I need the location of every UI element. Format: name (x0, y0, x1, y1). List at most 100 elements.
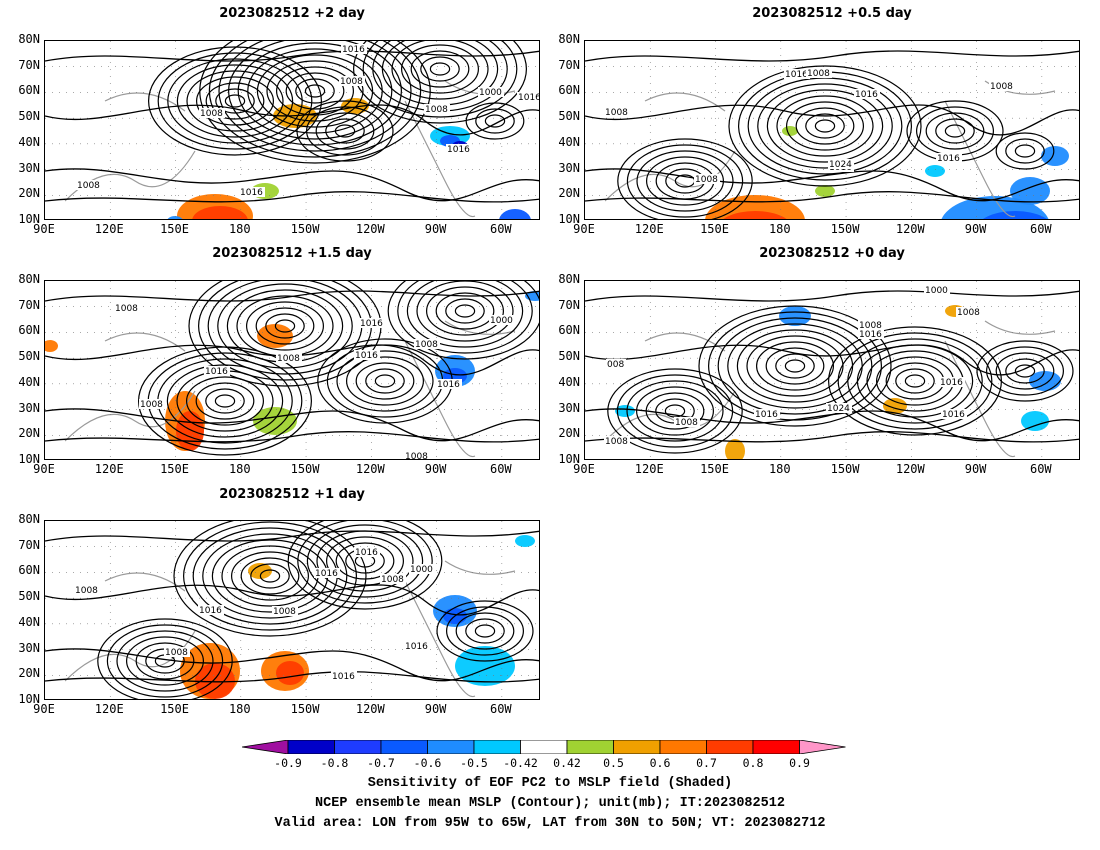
lon-tick-label: 90W (424, 462, 447, 476)
contour-label: 1016 (199, 606, 222, 616)
isobar-contour (585, 408, 1079, 442)
colorbar-swatch (380, 740, 428, 754)
isobar-contour (986, 346, 1065, 396)
sensitivity-shade (983, 211, 1047, 219)
lon-tick-label: 90E (573, 462, 595, 476)
isobar-contour (355, 362, 415, 400)
isobar-contour (176, 64, 294, 138)
contour-label-bg (139, 399, 165, 409)
lat-tick-label: 20N (558, 186, 580, 201)
lat-tick-label: 40N (18, 614, 40, 629)
isobar-contour (585, 168, 1079, 202)
contour-label: 1008 (277, 354, 300, 364)
isobar-contour (45, 584, 539, 616)
contour-label: 1016 (447, 145, 470, 155)
isobar-contour (607, 368, 743, 454)
lat-tick-label: 50N (18, 349, 40, 364)
colorbar-tick-label: 0.6 (649, 756, 671, 770)
isobar-contour (224, 94, 246, 108)
isobar-contour (944, 124, 966, 138)
contour-label: 1016 (859, 330, 882, 340)
contour-label: 1008 (605, 108, 628, 118)
sensitivity-shade (525, 291, 539, 301)
isobar-contour (475, 108, 515, 134)
isobar-contour (97, 618, 233, 699)
sensitivity-shade (815, 185, 835, 197)
isobar-contour (617, 138, 753, 219)
colorbar-swatch (473, 740, 521, 754)
lat-tick-label: 80N (18, 32, 40, 46)
lon-tick-label: 120W (895, 462, 925, 476)
isobar-contour (45, 648, 539, 682)
isobar-contour (1014, 364, 1036, 378)
isobar-contour (885, 362, 945, 400)
contour-label-bg (314, 568, 340, 578)
isobar-contour (246, 301, 325, 351)
colorbar-swatch (520, 740, 568, 754)
isobar-contour (365, 368, 405, 394)
lat-tick-label: 60N (18, 83, 40, 98)
lon-tick-label: 120W (355, 702, 385, 716)
caption-contour: NCEP ensemble mean MSLP (Contour); unit(… (315, 796, 785, 811)
isobar-contour (995, 132, 1055, 170)
isobar-contour (847, 338, 983, 424)
sensitivity-shade (195, 663, 235, 699)
isobar-contour (895, 368, 935, 394)
contour-label-bg (806, 68, 832, 78)
contour-label: 1008 (695, 175, 718, 185)
map-svg: 101610081016100810161008101610241008 (585, 41, 1079, 219)
contour-label-bg (446, 144, 472, 154)
isobar-contour (465, 618, 505, 644)
isobar-contour (805, 113, 845, 139)
colorbar-tick-label: -0.6 (413, 756, 442, 770)
isobar-contour (183, 521, 358, 631)
isobar-contour (904, 374, 926, 388)
contour-label-bg (409, 564, 435, 574)
isobar-contour (814, 119, 836, 133)
isobar-contour (221, 545, 319, 607)
isobar-contour (585, 104, 1079, 136)
lat-tick-label: 30N (18, 160, 40, 175)
lat-tick-label: 20N (558, 426, 580, 441)
lon-tick-label: 150W (830, 462, 860, 476)
isobar-contour (401, 44, 480, 94)
contour-label-bg (341, 44, 367, 54)
lon-tick-label: 60W (489, 462, 512, 476)
colorbar (242, 740, 846, 754)
contour-label-bg (354, 350, 380, 360)
isobar-contour (585, 290, 1079, 302)
isobar-contour (250, 563, 290, 589)
contour-label-bg (339, 76, 365, 86)
isobar-contour (208, 41, 422, 158)
contour-label: 1000 (410, 565, 433, 575)
contour-label: 1000 (925, 286, 948, 296)
isobar-contour (186, 376, 265, 426)
contour-label-bg (854, 89, 880, 99)
isobar-contour (626, 380, 724, 442)
isobar-contour (435, 292, 495, 330)
isobar-contour (45, 431, 539, 443)
lat-tick-label: 70N (558, 57, 580, 72)
lon-tick-label: 120E (94, 702, 124, 716)
map-plot-area: 1000 1008 1008 1016 008 1016 1024 1016 1016 1008 1… (584, 280, 1080, 460)
isobar-contour (387, 281, 539, 360)
map-plot-area: 101610081016100810161008101610241008 (584, 40, 1080, 220)
contour-label: 1008 (140, 400, 163, 410)
sensitivity-shade (515, 535, 535, 547)
sensitivity-shade (723, 211, 787, 219)
isobar-contour (362, 41, 518, 118)
isobar-contour (228, 41, 402, 146)
isobar-contour (426, 286, 505, 336)
map-svg: 1016 1008 1000 1016 1008 1008 1016 1016 1008 (45, 41, 539, 219)
isobar-contour (45, 344, 539, 376)
colorbar-tick-label: 0.8 (742, 756, 764, 770)
lat-tick-label: 20N (18, 426, 40, 441)
contour-label-bg (424, 104, 450, 114)
lon-tick-label: 150E (160, 222, 189, 236)
contour-label-bg (694, 174, 720, 184)
contour-label: 1016 (332, 672, 355, 682)
isobar-contour (304, 84, 326, 98)
contour-label-bg (74, 585, 100, 595)
contour-label-bg (939, 377, 965, 387)
contour-label: 1016 (360, 319, 383, 329)
